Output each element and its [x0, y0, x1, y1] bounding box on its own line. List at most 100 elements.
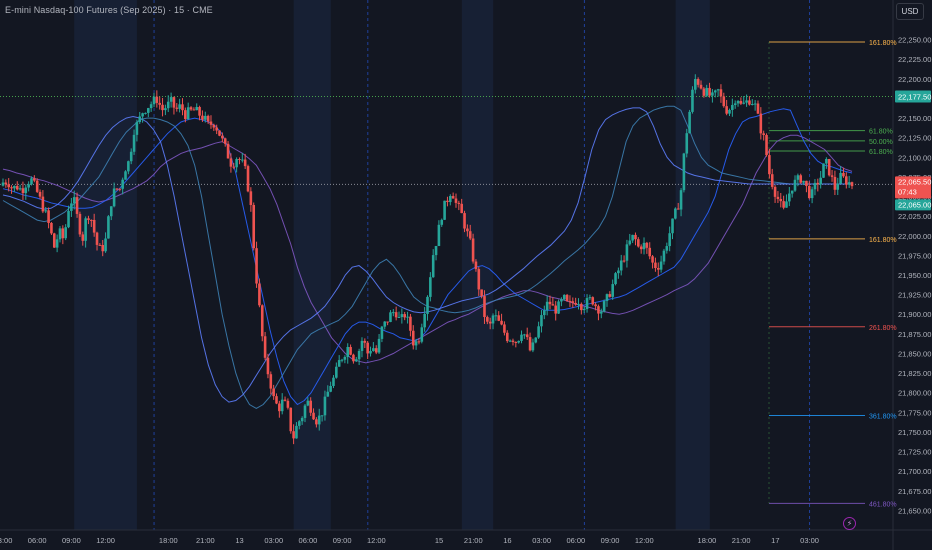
- candle-body: [178, 104, 181, 109]
- candle-body: [161, 104, 164, 111]
- candle-body: [631, 234, 634, 241]
- candle-body: [13, 185, 16, 189]
- candle-body: [309, 400, 312, 413]
- candle-body: [716, 89, 720, 91]
- candle-body: [369, 350, 372, 354]
- candle-body: [634, 234, 637, 240]
- x-tick-label: 18:00: [159, 536, 178, 545]
- candle-body: [443, 200, 446, 220]
- candle-body: [722, 96, 726, 107]
- candle-body: [226, 143, 230, 159]
- candle-body: [280, 399, 284, 412]
- candle-body: [788, 193, 791, 202]
- candle-body: [745, 100, 748, 103]
- candle-body: [762, 133, 765, 136]
- candle-body: [329, 385, 332, 392]
- candle-body: [694, 79, 697, 90]
- lightning-icon[interactable]: ⚡: [843, 517, 856, 530]
- candle-body: [181, 104, 184, 111]
- candle-body: [306, 400, 310, 406]
- candle-body: [622, 260, 626, 262]
- candle-body: [252, 204, 256, 249]
- candle-body: [124, 171, 127, 180]
- candle-body: [517, 340, 520, 343]
- candle-body: [454, 198, 458, 203]
- candle-body: [531, 342, 535, 351]
- candle-body: [289, 407, 293, 432]
- fib-level-label: 61.80%: [869, 149, 893, 156]
- x-tick-label: 12:00: [96, 536, 115, 545]
- candle-body: [354, 359, 358, 362]
- candle-body: [92, 219, 96, 233]
- candle-body: [602, 301, 606, 312]
- candle-body: [577, 303, 580, 305]
- currency-button[interactable]: USD: [896, 3, 924, 20]
- candle-body: [326, 391, 330, 397]
- candle-body: [582, 309, 586, 311]
- candle-body: [528, 337, 532, 351]
- candle-body: [278, 403, 281, 412]
- candle-body: [733, 103, 737, 106]
- candle-body: [839, 172, 842, 184]
- candle-body: [78, 213, 82, 235]
- candle-body: [562, 294, 566, 300]
- candle-body: [773, 186, 777, 197]
- candle-body: [283, 399, 287, 401]
- x-tick-label: 09:00: [333, 536, 352, 545]
- candle-body: [320, 415, 324, 417]
- candle-body: [98, 244, 102, 246]
- candle-body: [779, 198, 783, 202]
- y-tick-label: 21,750.00: [898, 428, 931, 437]
- candle-body: [10, 187, 13, 189]
- candle-body: [534, 337, 538, 343]
- candle-body: [591, 297, 595, 305]
- candle-body: [446, 200, 449, 203]
- candle-body: [109, 206, 113, 217]
- candle-body: [639, 246, 643, 250]
- candle-body: [474, 261, 478, 270]
- candle-body: [511, 340, 515, 342]
- candle-body: [594, 304, 597, 307]
- candle-body: [35, 180, 39, 192]
- candle-body: [520, 334, 523, 341]
- candle-body: [813, 182, 817, 190]
- candle-body: [223, 138, 227, 144]
- y-tick-label: 21,850.00: [898, 349, 931, 358]
- candle-body: [654, 262, 657, 269]
- candle-body: [525, 334, 529, 338]
- candle-body: [637, 239, 640, 247]
- candle-body: [212, 124, 216, 128]
- y-tick-label: 21,975.00: [898, 251, 931, 260]
- candle-body: [588, 297, 592, 299]
- candle-body: [186, 107, 190, 120]
- candle-body: [70, 203, 73, 211]
- fib-level-label: 161.80%: [869, 40, 897, 47]
- candle-body: [548, 301, 552, 305]
- fib-level-label: 461.80%: [869, 501, 897, 508]
- y-tick-label: 22,225.00: [898, 55, 931, 64]
- candle-body: [725, 106, 728, 114]
- candle-body: [597, 306, 600, 314]
- candle-body: [830, 175, 834, 177]
- candle-body: [471, 238, 475, 262]
- candle-body: [363, 340, 367, 343]
- candle-body: [599, 311, 603, 314]
- candle-body: [266, 357, 270, 375]
- candle-body: [64, 227, 67, 239]
- candle-body: [833, 176, 837, 190]
- x-tick-label: 03:00: [532, 536, 551, 545]
- candle-body: [448, 196, 452, 203]
- candle-body: [58, 228, 62, 240]
- candle-body: [346, 346, 350, 357]
- candle-body: [141, 113, 144, 117]
- candle-body: [101, 245, 105, 252]
- x-tick-label: 06:00: [566, 536, 585, 545]
- candle-body: [451, 196, 455, 199]
- candle-body: [238, 159, 241, 161]
- candle-body: [129, 151, 133, 162]
- candle-body: [429, 277, 432, 297]
- candle-body: [121, 179, 124, 189]
- candle-body: [24, 187, 28, 194]
- candle-body: [241, 159, 244, 161]
